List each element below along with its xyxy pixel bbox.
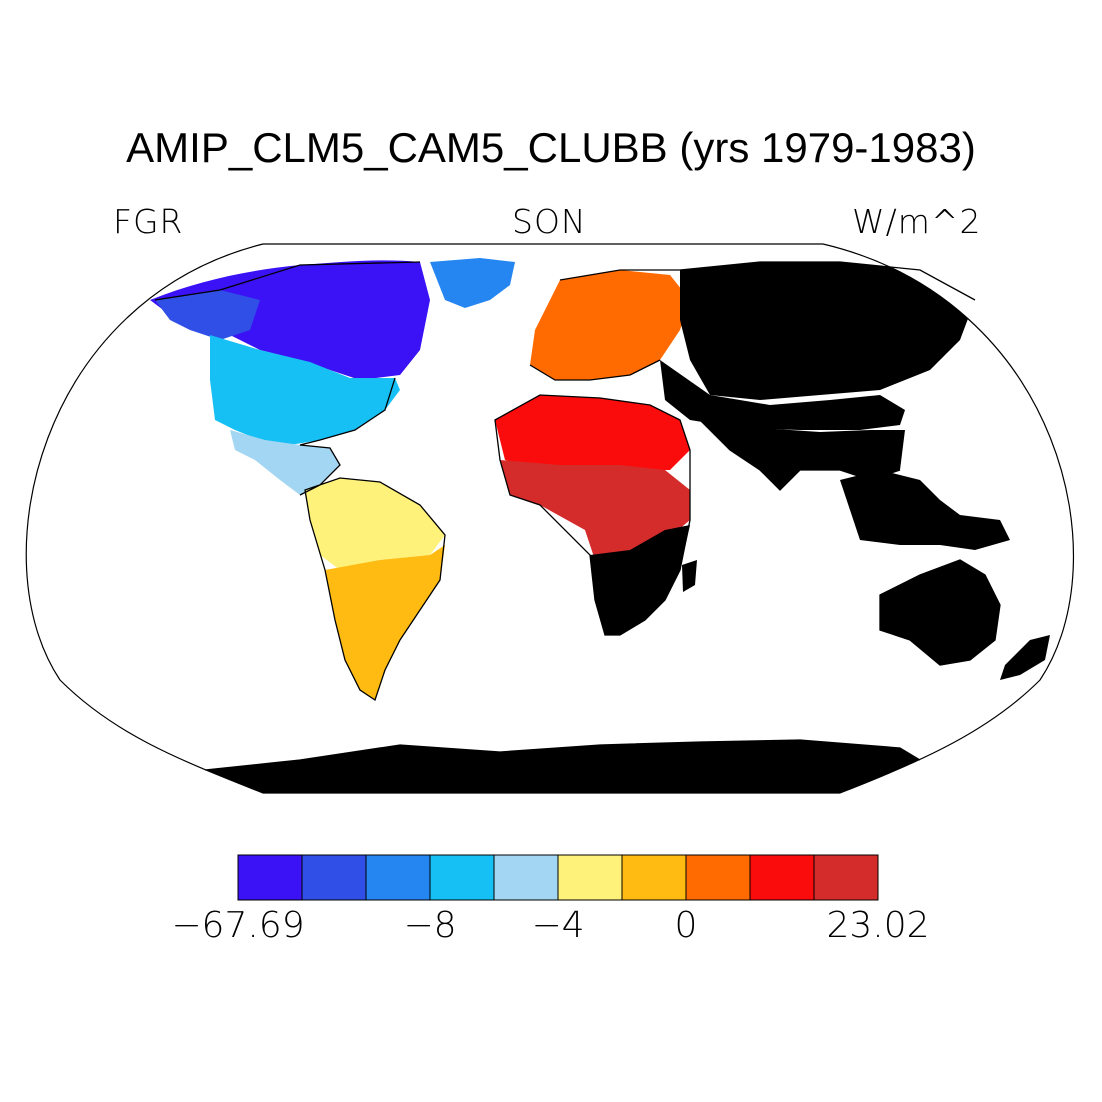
region-europe [530, 270, 690, 380]
season-label: SON [512, 202, 587, 241]
region-southern-africa [590, 525, 690, 635]
region-south-america-south [325, 545, 445, 700]
coastline-layer [154, 261, 1001, 771]
region-antarctica [205, 740, 920, 793]
globe-outline [25, 243, 1075, 794]
region-southeast-asia [840, 470, 1010, 550]
coastline-eurasia [529, 261, 976, 491]
colorbar-tick-label: −8 [403, 905, 457, 946]
region-south-america-north [305, 478, 445, 570]
colorbar-swatch-9 [813, 854, 879, 901]
colorbar-tick-label: 23.02 [826, 905, 930, 946]
colorbar-tick-label: 0 [674, 905, 698, 946]
region-central-africa [500, 460, 690, 560]
region-greenland [430, 258, 515, 308]
region-north-africa [495, 395, 690, 470]
colorbar-swatch-5 [557, 854, 623, 901]
region-alaska [155, 290, 260, 340]
colorbar-swatch-4 [493, 854, 559, 901]
colorbar-tick-label: −4 [531, 905, 585, 946]
coastline-antarctica [204, 739, 921, 771]
colorbar-swatch-1 [301, 854, 367, 901]
coastline-africa [494, 394, 691, 636]
colorbar-tick-label: −67.69 [171, 905, 305, 946]
region-new-zealand [1000, 635, 1050, 680]
coastline-americas [154, 261, 446, 702]
region-siberia [680, 262, 975, 400]
colorbar-swatch-6 [621, 854, 687, 901]
colorbar-swatch-7 [685, 854, 751, 901]
units-label: W/m^2 [852, 202, 982, 241]
region-south-asia [700, 420, 905, 490]
plot-title: AMIP_CLM5_CAM5_CLUBB (yrs 1979-1983) [126, 124, 976, 171]
region-central-asia [660, 360, 905, 430]
region-australia [880, 560, 1000, 665]
region-madagascar [682, 560, 697, 592]
colorbar-swatch-8 [749, 854, 815, 901]
colorbar-swatch-3 [429, 854, 495, 901]
colorbar-swatch-0 [237, 854, 303, 901]
region-usa [210, 335, 400, 445]
colorbar-swatch-2 [365, 854, 431, 901]
variable-label: FGR [113, 202, 184, 241]
coastline-australia [879, 559, 1001, 666]
